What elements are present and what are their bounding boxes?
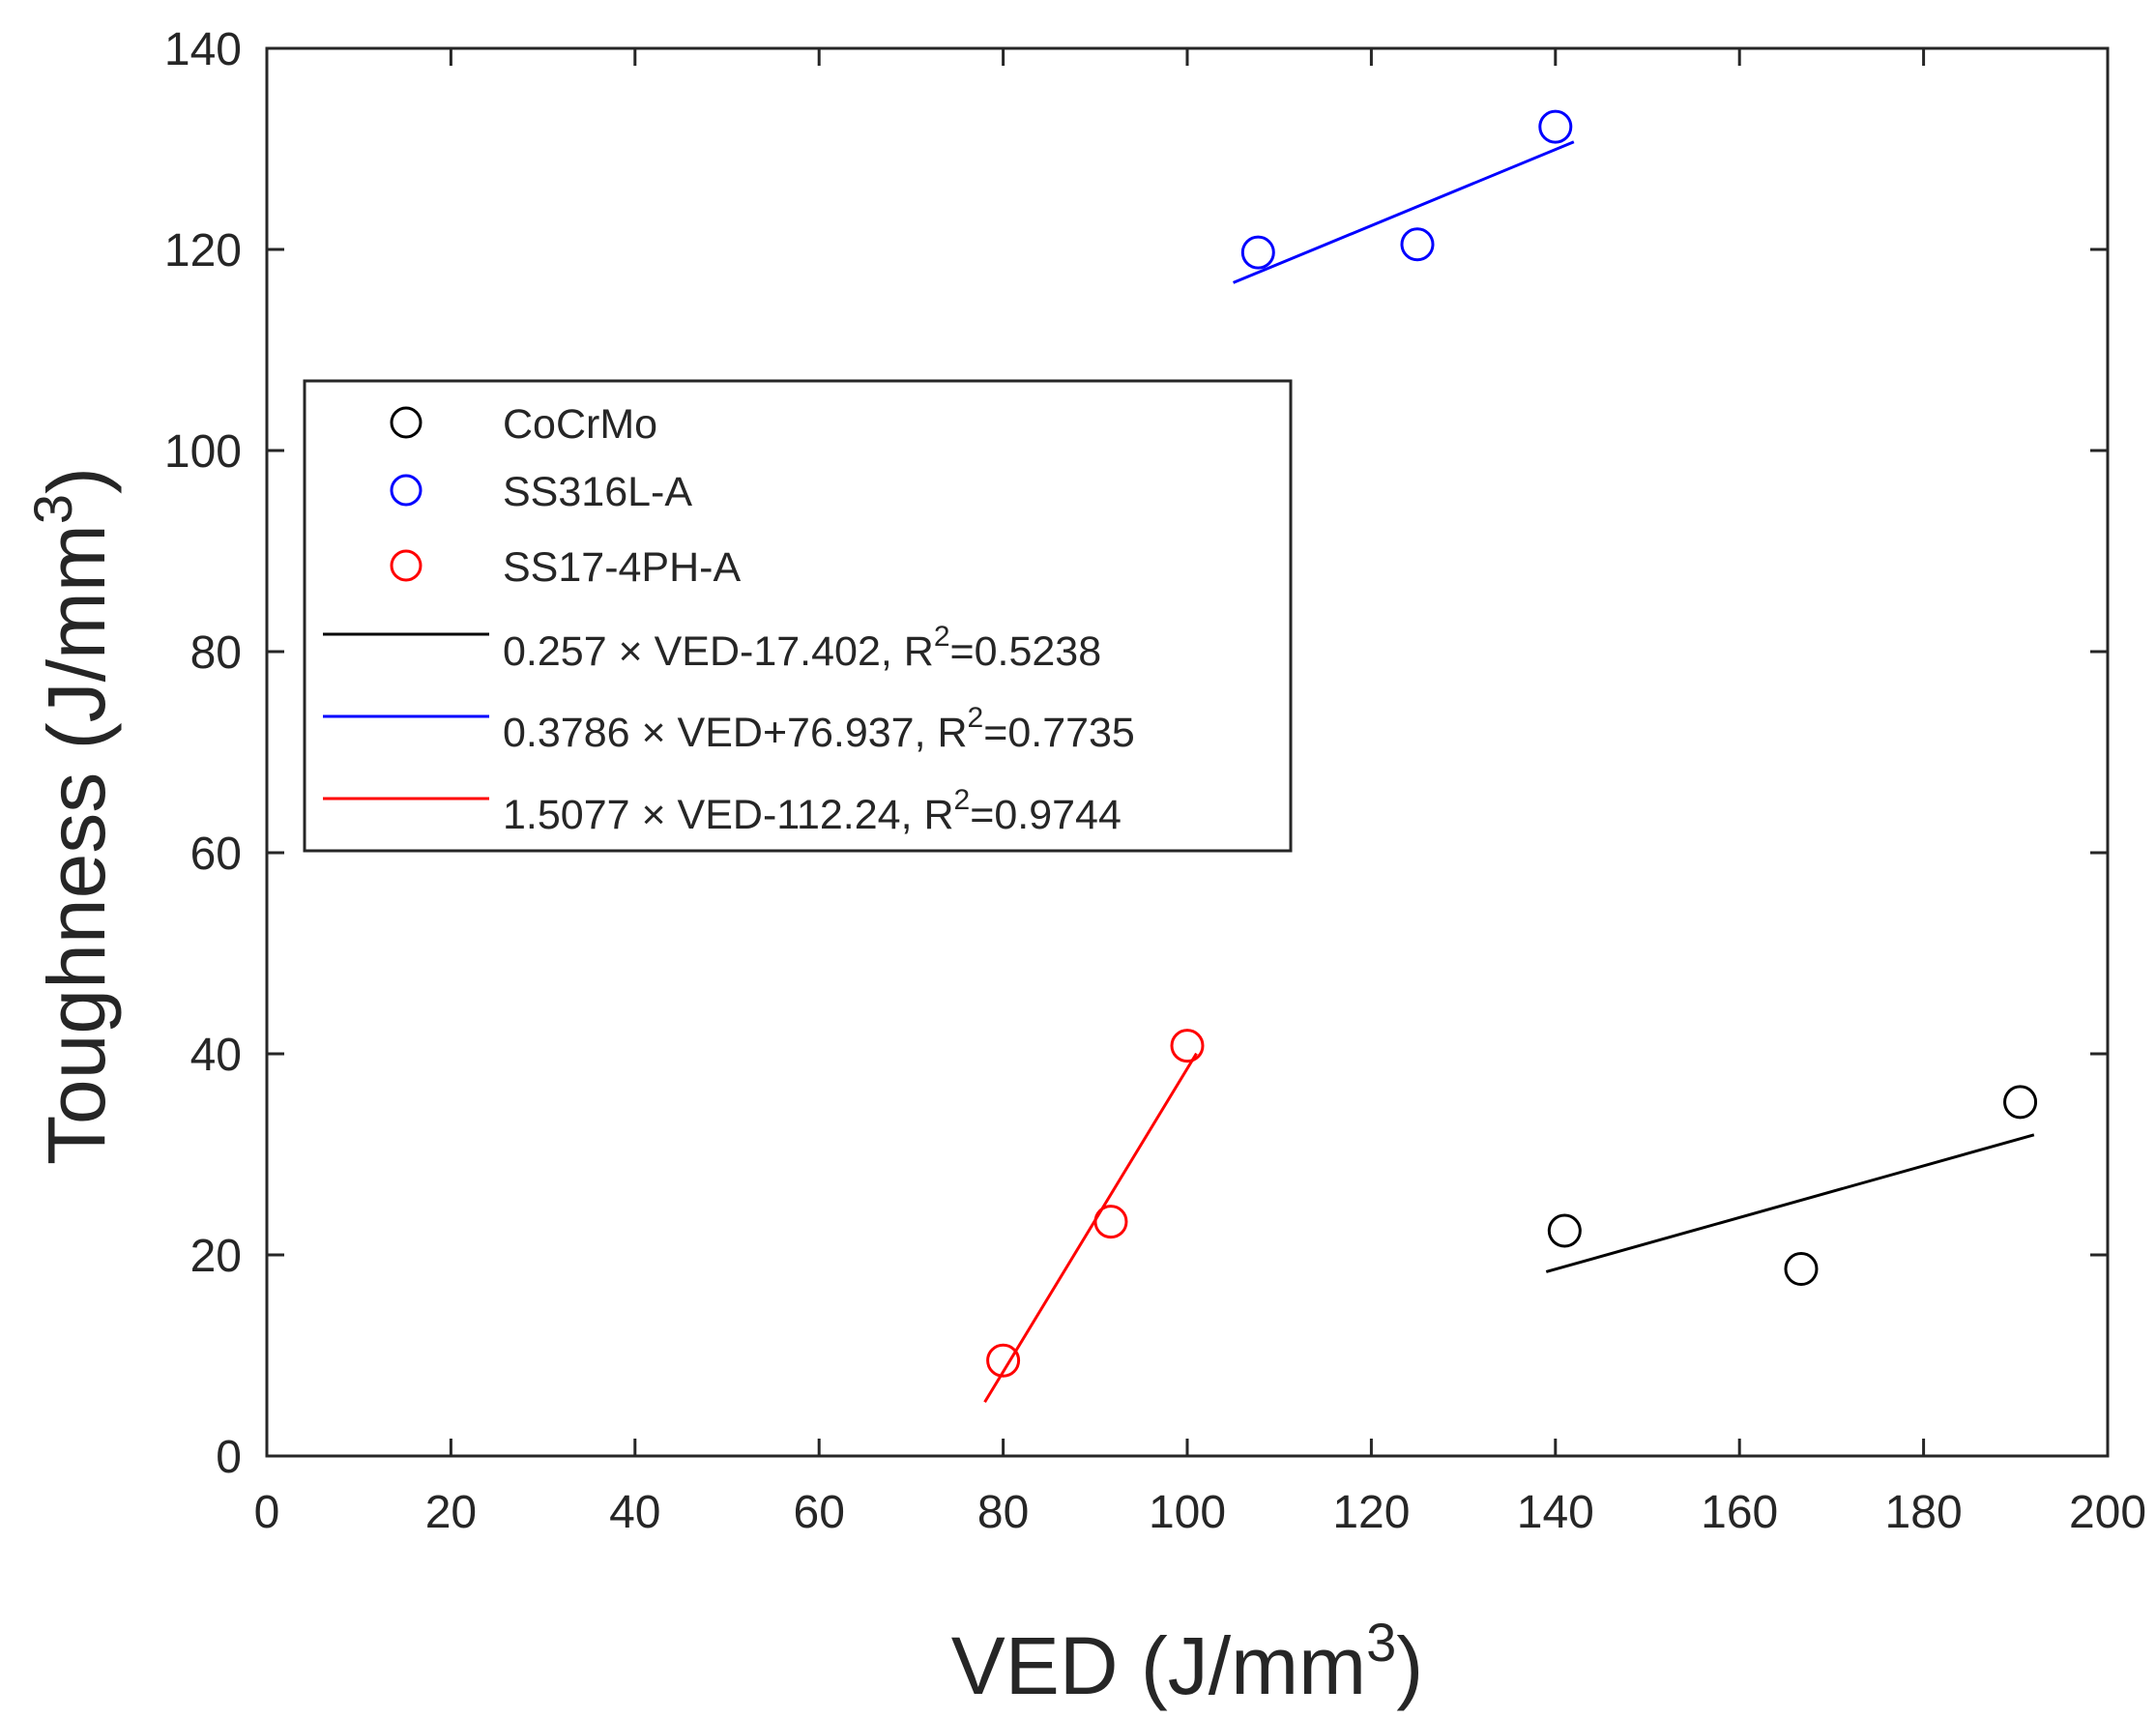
x-tick-label: 20 <box>425 1487 477 1538</box>
y-axis-title: Toughness (J/mm3) <box>22 467 122 1165</box>
x-tick-label: 100 <box>1149 1487 1226 1538</box>
x-tick-label: 80 <box>977 1487 1029 1538</box>
legend-marker-cocrmo <box>390 406 422 439</box>
legend-label-cocrmo-fit-sup: 2 <box>934 621 950 653</box>
legend: CoCrMo SS316L-A SS17-4PH-A 0.257 × VED-1… <box>303 379 1293 853</box>
data-point-cocrmo <box>2003 1085 2038 1120</box>
y-tick-label: 80 <box>190 627 242 679</box>
data-point-ss316l-a <box>1400 227 1435 262</box>
x-tick-label: 140 <box>1517 1487 1594 1538</box>
legend-box <box>303 379 1293 853</box>
legend-label-ss316l-fit-sup: 2 <box>968 702 984 734</box>
data-point-ss316l-a <box>1538 109 1573 144</box>
legend-label-ss17-4ph-fit-r2: =0.9744 <box>970 792 1122 838</box>
data-point-ss17-4ph-a <box>1093 1205 1128 1239</box>
data-point-cocrmo <box>1784 1252 1819 1287</box>
x-axis-title-superscript: 3 <box>1366 1612 1396 1673</box>
x-tick-label: 120 <box>1332 1487 1410 1538</box>
x-tick-label: 60 <box>794 1487 845 1538</box>
y-axis-title-text: Toughness (J/mm <box>31 524 122 1165</box>
legend-label-ss316l-fit-text: 0.3786 × VED+76.937, R <box>503 710 968 756</box>
data-point-ss17-4ph-a <box>1170 1029 1205 1063</box>
legend-label-cocrmo: CoCrMo <box>503 401 657 448</box>
fit-line-ss316l-a <box>1233 140 1575 284</box>
fit-line-cocrmo <box>1545 1133 2035 1273</box>
plot-area-frame <box>265 46 2110 1458</box>
y-tick-label: 40 <box>190 1030 242 1081</box>
x-axis-title-close: ) <box>1396 1620 1423 1711</box>
y-axis-title-superscript: 3 <box>22 494 83 524</box>
x-tick-label: 40 <box>609 1487 660 1538</box>
legend-label-cocrmo-fit-r2: =0.5238 <box>950 628 1102 675</box>
legend-marker-ss17-4ph <box>390 549 422 582</box>
x-tick-label: 200 <box>2069 1487 2146 1538</box>
y-tick-label: 120 <box>164 225 242 277</box>
legend-marker-ss316l <box>390 474 422 507</box>
data-point-ss17-4ph-a <box>986 1343 1021 1378</box>
legend-label-ss316l: SS316L-A <box>503 469 692 515</box>
legend-label-ss316l-fit-r2: =0.7735 <box>983 710 1135 756</box>
x-tick-label: 160 <box>1701 1487 1778 1538</box>
x-tick-label: 0 <box>254 1487 280 1538</box>
y-tick-label: 100 <box>164 426 242 478</box>
data-point-cocrmo <box>1547 1213 1582 1248</box>
y-tick-label: 0 <box>216 1432 242 1483</box>
legend-label-ss17-4ph-fit: 1.5077 × VED-112.24, R2=0.9744 <box>503 784 1122 838</box>
y-tick-label: 20 <box>190 1231 242 1282</box>
legend-label-cocrmo-fit: 0.257 × VED-17.402, R2=0.5238 <box>503 621 1101 675</box>
x-tick-label: 180 <box>1885 1487 1963 1538</box>
x-axis-title: VED (J/mm3) <box>951 1612 1423 1711</box>
data-point-ss316l-a <box>1240 235 1275 270</box>
fit-line-ss17-4ph-a <box>983 1052 1198 1404</box>
legend-label-ss316l-fit: 0.3786 × VED+76.937, R2=0.7735 <box>503 702 1135 756</box>
y-axis-title-close: ) <box>31 467 122 494</box>
legend-label-ss17-4ph-fit-text: 1.5077 × VED-112.24, R <box>503 792 954 838</box>
legend-label-cocrmo-fit-text: 0.257 × VED-17.402, R <box>503 628 934 675</box>
x-axis-title-text: VED (J/mm <box>951 1620 1366 1711</box>
y-tick-label: 60 <box>190 829 242 880</box>
legend-label-ss17-4ph: SS17-4PH-A <box>503 544 741 591</box>
y-tick-label: 140 <box>164 24 242 75</box>
legend-label-ss17-4ph-fit-sup: 2 <box>954 784 971 816</box>
